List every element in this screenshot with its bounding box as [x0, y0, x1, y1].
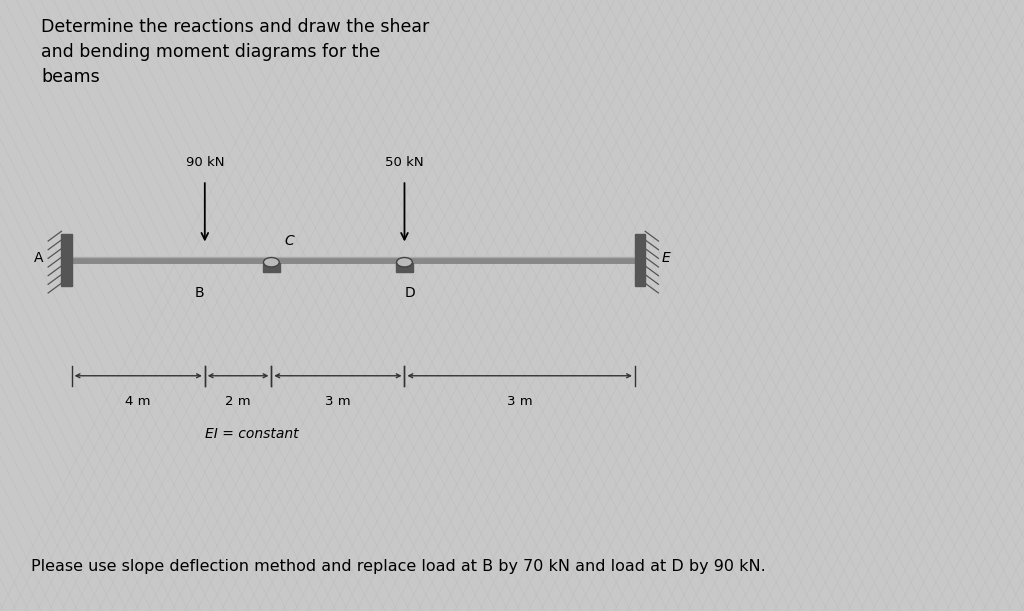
Bar	[396, 263, 413, 272]
Text: 2 m: 2 m	[225, 395, 251, 408]
Text: 3 m: 3 m	[325, 395, 351, 408]
Text: 4 m: 4 m	[126, 395, 151, 408]
Text: E: E	[662, 252, 670, 265]
Circle shape	[263, 257, 280, 267]
Text: C: C	[285, 235, 295, 248]
Text: B: B	[195, 287, 205, 300]
Text: 90 kN: 90 kN	[185, 156, 224, 169]
Text: A: A	[34, 252, 44, 265]
Text: Determine the reactions and draw the shear
and bending moment diagrams for the
b: Determine the reactions and draw the she…	[41, 18, 429, 86]
Bar	[61, 234, 72, 286]
Text: Please use slope deflection method and replace load at B by 70 kN and load at D : Please use slope deflection method and r…	[31, 559, 766, 574]
Bar	[635, 234, 645, 286]
Text: 50 kN: 50 kN	[385, 156, 424, 169]
Text: D: D	[404, 287, 415, 300]
Text: 3 m: 3 m	[507, 395, 532, 408]
Circle shape	[396, 257, 413, 267]
Text: EI = constant: EI = constant	[205, 427, 298, 441]
Bar	[263, 263, 280, 272]
